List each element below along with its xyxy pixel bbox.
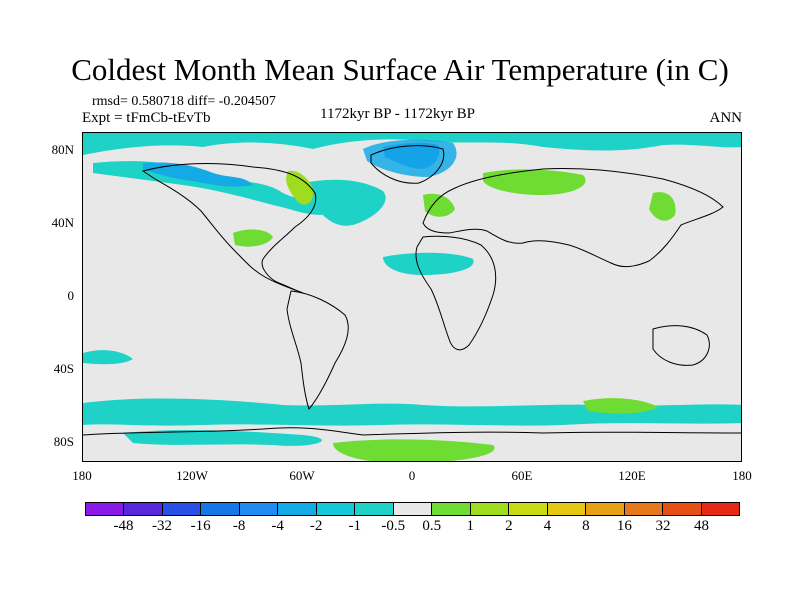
- colorbar: [85, 502, 740, 516]
- lat-label-80n: 80N: [51, 142, 74, 157]
- lat-label-40s: 40S: [53, 361, 74, 376]
- coast-greenland: [370, 145, 445, 184]
- patch-antarctic-warm-2: [583, 398, 658, 414]
- colorbar-tick-label: -48: [113, 518, 134, 534]
- lon-label-120w: 120W: [176, 468, 208, 483]
- coast-africa: [415, 235, 497, 351]
- season-label: ANN: [709, 110, 743, 126]
- colorbar-swatch: [547, 503, 587, 515]
- colorbar-tick-label: -8: [232, 518, 246, 534]
- lon-label-60e: 60E: [511, 468, 533, 483]
- colorbar-tick-label: 2: [505, 518, 513, 534]
- coast-south-america: [286, 290, 349, 411]
- colorbar-tick-label: -4: [271, 518, 284, 534]
- colorbar-swatch: [316, 503, 356, 515]
- colorbar-tick-label: -16: [190, 518, 211, 534]
- colorbar-swatch: [201, 503, 240, 515]
- colorbar-tick-label: 48: [693, 518, 709, 534]
- colorbar-tick-label: 8: [582, 518, 590, 534]
- colorbar-swatch: [586, 503, 625, 515]
- colorbar-tick-label: 0.5: [422, 518, 442, 534]
- period-label: 1172kyr BP - 1172kyr BP: [320, 106, 476, 122]
- coastlines: [83, 145, 741, 436]
- patch-siberia-warm: [483, 169, 586, 195]
- coast-antarctica: [83, 427, 741, 436]
- patch-greenland-mid: [363, 139, 457, 177]
- colorbar-swatch: [509, 503, 548, 515]
- patch-eastasia-warm: [649, 192, 676, 221]
- colorbar-swatch: [355, 503, 394, 515]
- experiment-label: Expt = tFmCb-tEvTb: [82, 110, 211, 126]
- lon-label-180e: 180: [732, 468, 752, 483]
- patch-southern-ocean-cool: [83, 398, 741, 426]
- colorbar-tick-label: 1: [466, 518, 475, 534]
- colorbar-tick-label: -32: [152, 518, 173, 534]
- patch-arctic-cool: [83, 133, 741, 155]
- patch-hudson-warm: [286, 170, 314, 205]
- colorbar-swatch: [663, 503, 702, 515]
- colorbar-tick-label: 32: [655, 518, 671, 534]
- lat-label-40n: 40N: [51, 215, 74, 230]
- colorbar-tick-label: -2: [309, 518, 323, 534]
- patch-pacific-cool: [83, 350, 133, 365]
- lon-label-180w: 180: [72, 468, 92, 483]
- lon-label-60w: 60W: [289, 468, 315, 483]
- colorbar-swatch: [624, 503, 664, 515]
- patch-atlantic-cool: [303, 179, 386, 226]
- lon-label-0: 0: [408, 468, 416, 483]
- colorbar-tick-label: 4: [543, 518, 552, 534]
- stats-label: rmsd= 0.580718 diff= -0.204507: [92, 94, 276, 109]
- coast-north-america: [141, 163, 317, 294]
- chart-title: Coldest Month Mean Surface Air Temperatu…: [71, 52, 729, 87]
- patch-sahara-cool: [383, 252, 474, 275]
- coast-eurasia: [422, 167, 724, 268]
- colorbar-swatch: [393, 503, 433, 515]
- lon-label-120e: 120E: [618, 468, 646, 483]
- map-svg: [83, 133, 741, 461]
- patch-antarctic-warm: [333, 439, 495, 461]
- colorbar-swatch: [162, 503, 202, 515]
- colorbar-swatch: [432, 503, 471, 515]
- colorbar-swatch: [701, 503, 739, 515]
- lat-label-80s: 80S: [53, 434, 74, 449]
- colorbar-swatch: [239, 503, 279, 515]
- map-plot: [82, 132, 742, 462]
- colorbar-tick-label: -0.5: [381, 518, 406, 534]
- colorbar-swatch: [470, 503, 510, 515]
- patch-us-warm: [233, 229, 273, 247]
- colorbar-swatch: [278, 503, 317, 515]
- patch-canada-mid: [143, 162, 253, 187]
- coast-australia: [652, 325, 710, 366]
- lat-label-0: 0: [67, 288, 75, 303]
- colorbar-swatch: [124, 503, 163, 515]
- patch-europe-warm: [423, 193, 455, 217]
- anomaly-patches: [83, 133, 741, 461]
- patch-antarctic-cool: [123, 429, 322, 446]
- colorbar-tick-label: 16: [616, 518, 632, 534]
- patch-arctic-cool-2: [93, 161, 333, 215]
- colorbar-tick-label: -1: [348, 518, 361, 534]
- colorbar-swatch: [86, 503, 125, 515]
